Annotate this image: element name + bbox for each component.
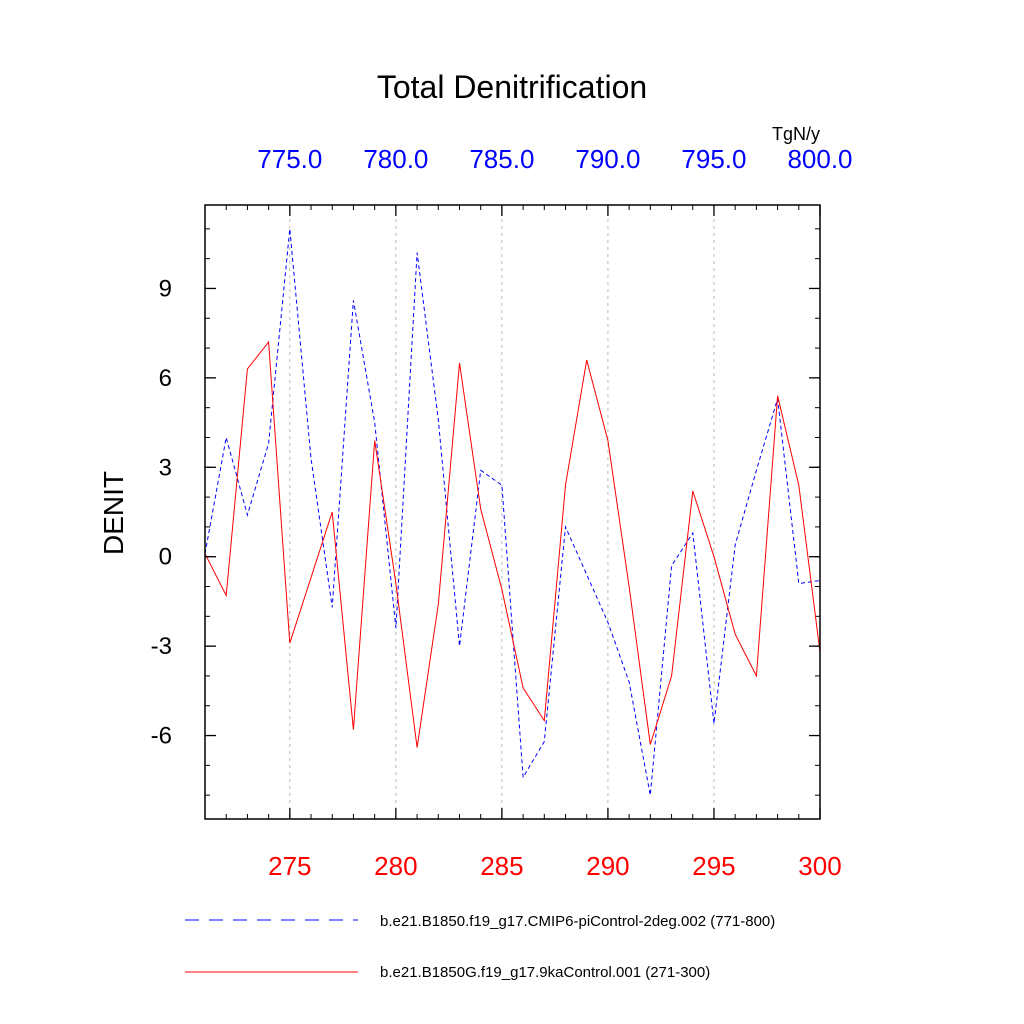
x-bottom-tick-label: 275 <box>268 851 311 881</box>
x-top-tick-label: 775.0 <box>257 144 322 174</box>
x-top-tick-label: 785.0 <box>469 144 534 174</box>
y-tick-label: 0 <box>159 544 172 571</box>
data-point-series-0 <box>714 723 715 724</box>
grid-lines <box>289 205 715 819</box>
data-point-series-1 <box>798 485 799 486</box>
data-point-series-1 <box>438 604 439 605</box>
data-point-series-1 <box>671 675 672 676</box>
minor-ticks <box>204 205 821 819</box>
legend: b.e21.B1850.f19_g17.CMIP6-piControl-2deg… <box>185 913 775 981</box>
series-line-blue-dashed <box>204 228 821 796</box>
data-point-series-1 <box>629 586 630 587</box>
data-point-series-0 <box>353 300 354 301</box>
data-point-series-0 <box>247 515 248 516</box>
data-point-series-0 <box>480 470 481 471</box>
data-point-series-0 <box>438 419 439 420</box>
data-point-series-0 <box>671 565 672 566</box>
x-top-tick-label: 780.0 <box>363 144 428 174</box>
data-point-series-0 <box>501 485 502 486</box>
data-point-series-1 <box>311 577 312 578</box>
legend-label-blue: b.e21.B1850.f19_g17.CMIP6-piControl-2deg… <box>380 913 775 930</box>
y-tick-labels: 9 6 3 0 -3 -6 <box>151 275 172 749</box>
y-tick-label: 3 <box>159 454 172 481</box>
major-ticks <box>205 205 821 819</box>
data-point-series-1 <box>501 589 502 590</box>
data-point-series-1 <box>544 720 545 721</box>
data-point-series-0 <box>226 437 227 438</box>
data-point-series-0 <box>544 741 545 742</box>
series-line-red-solid <box>204 340 821 748</box>
data-point-series-1 <box>756 675 757 676</box>
data-point-series-1 <box>650 744 651 745</box>
x-top-tick-labels: 775.0 780.0 785.0 790.0 795.0 800.0 <box>257 144 852 174</box>
y-tick-label: -3 <box>151 633 172 660</box>
data-point-series-0 <box>565 526 566 527</box>
data-point-series-1 <box>565 485 566 486</box>
data-point-series-1 <box>523 687 524 688</box>
y-tick-label: -6 <box>151 723 172 750</box>
chart-title: Total Denitrification <box>377 69 647 105</box>
data-point-series-1 <box>586 360 587 361</box>
data-point-series-1 <box>247 368 248 369</box>
data-point-series-1 <box>332 512 333 513</box>
data-point-series-0 <box>459 646 460 647</box>
series-layer <box>204 228 821 796</box>
x-top-tick-label: 790.0 <box>575 144 640 174</box>
plot-frame <box>204 204 821 820</box>
data-point-series-1 <box>607 440 608 441</box>
y-axis-label: DENIT <box>98 471 129 555</box>
x-bottom-tick-label: 290 <box>586 851 629 881</box>
data-point-series-0 <box>756 470 757 471</box>
data-point-series-1 <box>735 634 736 635</box>
data-point-series-0 <box>607 622 608 623</box>
data-point-series-1 <box>289 643 290 644</box>
legend-label-red: b.e21.B1850G.f19_g17.9kaControl.001 (271… <box>380 964 710 981</box>
data-point-series-1 <box>374 440 375 441</box>
data-point-series-0 <box>417 252 418 253</box>
data-point-series-1 <box>459 363 460 364</box>
data-point-series-1 <box>353 729 354 730</box>
data-point-series-0 <box>629 681 630 682</box>
y-tick-label: 9 <box>159 275 172 302</box>
data-point-series-1 <box>714 556 715 557</box>
data-point-series-1 <box>777 395 778 396</box>
data-point-series-1 <box>395 583 396 584</box>
data-point-series-0 <box>374 422 375 423</box>
x-bottom-tick-labels: 275 280 285 290 295 300 <box>268 851 842 881</box>
x-bottom-tick-label: 300 <box>798 851 841 881</box>
data-point-series-1 <box>226 595 227 596</box>
x-bottom-tick-label: 280 <box>374 851 417 881</box>
x-top-tick-label: 795.0 <box>681 144 746 174</box>
data-point-series-0 <box>735 544 736 545</box>
y-tick-label: 6 <box>159 365 172 392</box>
data-point-series-0 <box>268 443 269 444</box>
x-bottom-tick-label: 285 <box>480 851 523 881</box>
data-point-series-0 <box>395 628 396 629</box>
data-point-series-1 <box>417 747 418 748</box>
data-point-series-0 <box>798 583 799 584</box>
data-point-series-0 <box>332 607 333 608</box>
x-bottom-tick-label: 295 <box>692 851 735 881</box>
data-point-series-0 <box>692 532 693 533</box>
units-label: TgN/y <box>772 124 820 144</box>
x-top-tick-label: 800.0 <box>787 144 852 174</box>
data-point-series-0 <box>523 777 524 778</box>
data-point-series-1 <box>268 342 269 343</box>
data-point-series-1 <box>692 491 693 492</box>
data-point-series-1 <box>480 509 481 510</box>
data-point-series-0 <box>650 795 651 796</box>
data-point-series-0 <box>311 458 312 459</box>
data-point-series-0 <box>586 574 587 575</box>
data-point-series-0 <box>289 228 290 229</box>
